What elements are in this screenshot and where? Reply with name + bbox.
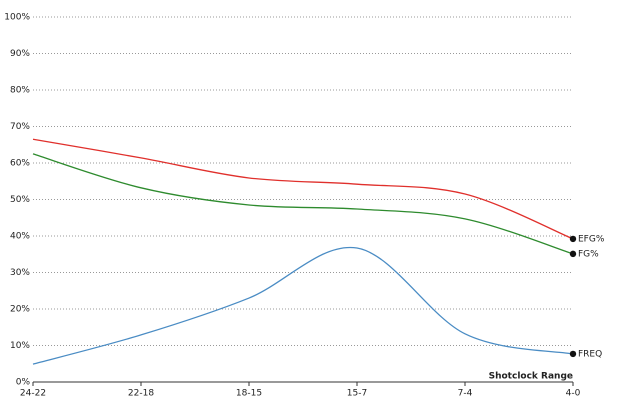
series-label: FG% [578, 249, 599, 259]
y-tick-label: 40% [10, 232, 30, 242]
x-tick-label: 4-0 [566, 389, 581, 399]
y-tick-label: 20% [10, 305, 30, 315]
y-tick-label: 100% [4, 13, 30, 23]
y-tick-label: 90% [10, 49, 30, 59]
x-tick-label: 24-22 [20, 389, 46, 399]
end-point [569, 350, 577, 358]
x-axis-label: Shotclock Range [489, 372, 573, 382]
y-tick-label: 70% [10, 122, 30, 132]
y-tick-label: 0% [16, 378, 31, 388]
series-label: EFG% [578, 234, 605, 244]
y-tick-label: 10% [10, 341, 30, 351]
end-point [569, 235, 577, 243]
series-label: FREQ [578, 349, 602, 359]
end-point [569, 250, 577, 258]
y-tick-label: 30% [10, 268, 30, 278]
x-tick-label: 7-4 [458, 389, 473, 399]
x-tick-label: 18-15 [236, 389, 262, 399]
y-tick-label: 60% [10, 159, 30, 169]
y-tick-label: 50% [10, 195, 30, 205]
series-line [32, 246, 574, 365]
x-tick-label: 15-7 [347, 389, 367, 399]
series-line [32, 153, 574, 255]
series-line [32, 138, 574, 240]
x-tick-label: 22-18 [128, 389, 154, 399]
y-tick-label: 80% [10, 86, 30, 96]
